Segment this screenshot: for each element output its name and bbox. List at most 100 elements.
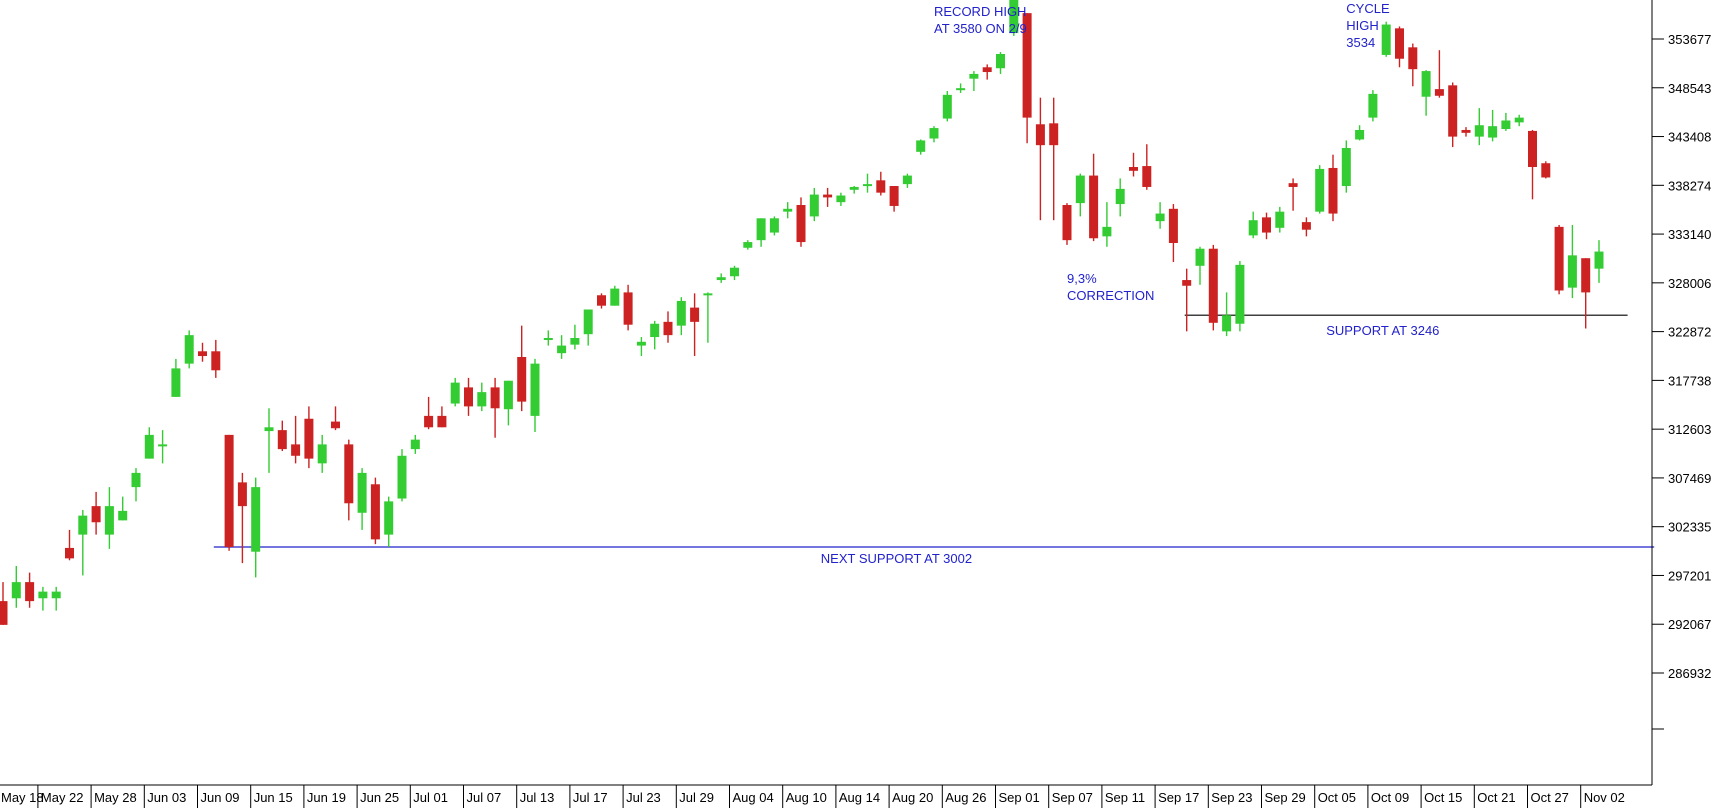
candle [1182, 268, 1192, 332]
support-label-annotation: SUPPORT AT 3246 [1326, 323, 1439, 338]
candle-body [384, 501, 394, 535]
annotation-line: HIGH [1346, 18, 1379, 33]
candle-body [756, 218, 766, 241]
candle [583, 309, 593, 346]
candle-body [78, 515, 88, 535]
x-tick-label: Sep 01 [999, 790, 1040, 805]
candle [863, 173, 872, 193]
candle-body [876, 180, 886, 193]
candle-body [1262, 217, 1271, 233]
candle-body [1554, 226, 1564, 291]
candle-body [198, 351, 207, 357]
x-tick-label: Jun 15 [254, 790, 293, 805]
candle [1155, 202, 1165, 229]
annotation-line: 3534 [1346, 35, 1375, 50]
candle-body [317, 444, 327, 464]
candle-body [503, 380, 513, 410]
candle-body [929, 128, 939, 139]
candle [410, 434, 420, 454]
cycle-high-annotation: CYCLE HIGH 3534 [1346, 1, 1390, 50]
candle [796, 197, 806, 247]
y-tick-label: 328006 [1668, 276, 1711, 291]
x-tick-label: Oct 09 [1371, 790, 1409, 805]
candle-body [543, 337, 553, 340]
candle [1275, 206, 1285, 233]
y-axis: 286932 292067 297201 302335 307469 312603 3177… [1651, 0, 1711, 785]
annotation-line: CORRECTION [1067, 288, 1154, 303]
candle [1594, 240, 1604, 283]
candle-body [636, 341, 646, 346]
candle-body [104, 506, 114, 535]
candle-body [477, 392, 487, 407]
candle [171, 358, 181, 397]
candle-body [597, 295, 606, 306]
candle [1581, 258, 1591, 329]
candle [144, 427, 154, 459]
candle [1129, 152, 1138, 177]
candle-body [1474, 125, 1484, 137]
y-tick-label: 286932 [1668, 666, 1711, 681]
candle [1567, 224, 1577, 299]
candle [969, 71, 979, 92]
candle [1208, 244, 1218, 331]
x-tick-label: Oct 05 [1318, 790, 1356, 805]
record-high-annotation: RECORD HIGH AT 3580 ON 2/9 [934, 4, 1027, 36]
candle-body [1541, 163, 1551, 178]
candle [636, 337, 646, 357]
candle-body [1208, 248, 1218, 323]
candle-body [676, 300, 686, 326]
candle [1355, 125, 1365, 141]
candle-body [863, 184, 872, 187]
candle [756, 218, 766, 247]
annotation-line: AT 3580 ON 2/9 [934, 21, 1027, 36]
candle-body [1009, 0, 1019, 34]
candle-body [1581, 258, 1591, 293]
x-tick-label: Jun 19 [307, 790, 346, 805]
candle-body [969, 73, 979, 79]
candle-body [1022, 13, 1032, 118]
x-tick-label: Aug 10 [786, 790, 827, 805]
candle-body [331, 421, 340, 429]
candle [942, 91, 952, 122]
plot-background [0, 0, 1652, 785]
candle [1368, 90, 1378, 122]
candle [11, 565, 21, 608]
candle-body [1235, 264, 1245, 324]
candle-body [171, 368, 181, 397]
candle-body [889, 186, 899, 206]
x-tick-label: Oct 21 [1477, 790, 1515, 805]
candle-body [1395, 28, 1404, 59]
y-tick-label: 343408 [1668, 130, 1711, 145]
candle-body [437, 415, 447, 428]
x-tick-label: Sep 17 [1158, 790, 1199, 805]
x-tick-label: Jun 25 [360, 790, 399, 805]
candle-body [91, 506, 101, 523]
x-tick-label: Jun 03 [147, 790, 186, 805]
candle [1062, 203, 1072, 245]
candle-body [0, 601, 8, 625]
candle-body [1275, 211, 1285, 228]
candle-body [1421, 71, 1431, 97]
candle [1488, 110, 1498, 142]
x-tick-label: May 18 [1, 790, 44, 805]
candle-body [397, 455, 407, 499]
candle [25, 572, 35, 608]
y-tick-label: 338274 [1668, 178, 1711, 193]
candle-body [703, 293, 713, 296]
candle [211, 339, 221, 378]
candle-body [344, 444, 354, 504]
candle-body [1341, 148, 1351, 187]
y-tick-label: 302335 [1668, 520, 1711, 535]
candle [1115, 178, 1125, 217]
y-tick-label: 297201 [1668, 568, 1711, 583]
candle [902, 173, 912, 188]
candle-body [610, 288, 620, 306]
candle [1461, 127, 1471, 137]
annotation-line: CYCLE [1346, 1, 1390, 16]
candle [663, 311, 673, 343]
candle [1541, 161, 1551, 179]
candle [251, 477, 261, 578]
candle-body [1115, 188, 1125, 205]
